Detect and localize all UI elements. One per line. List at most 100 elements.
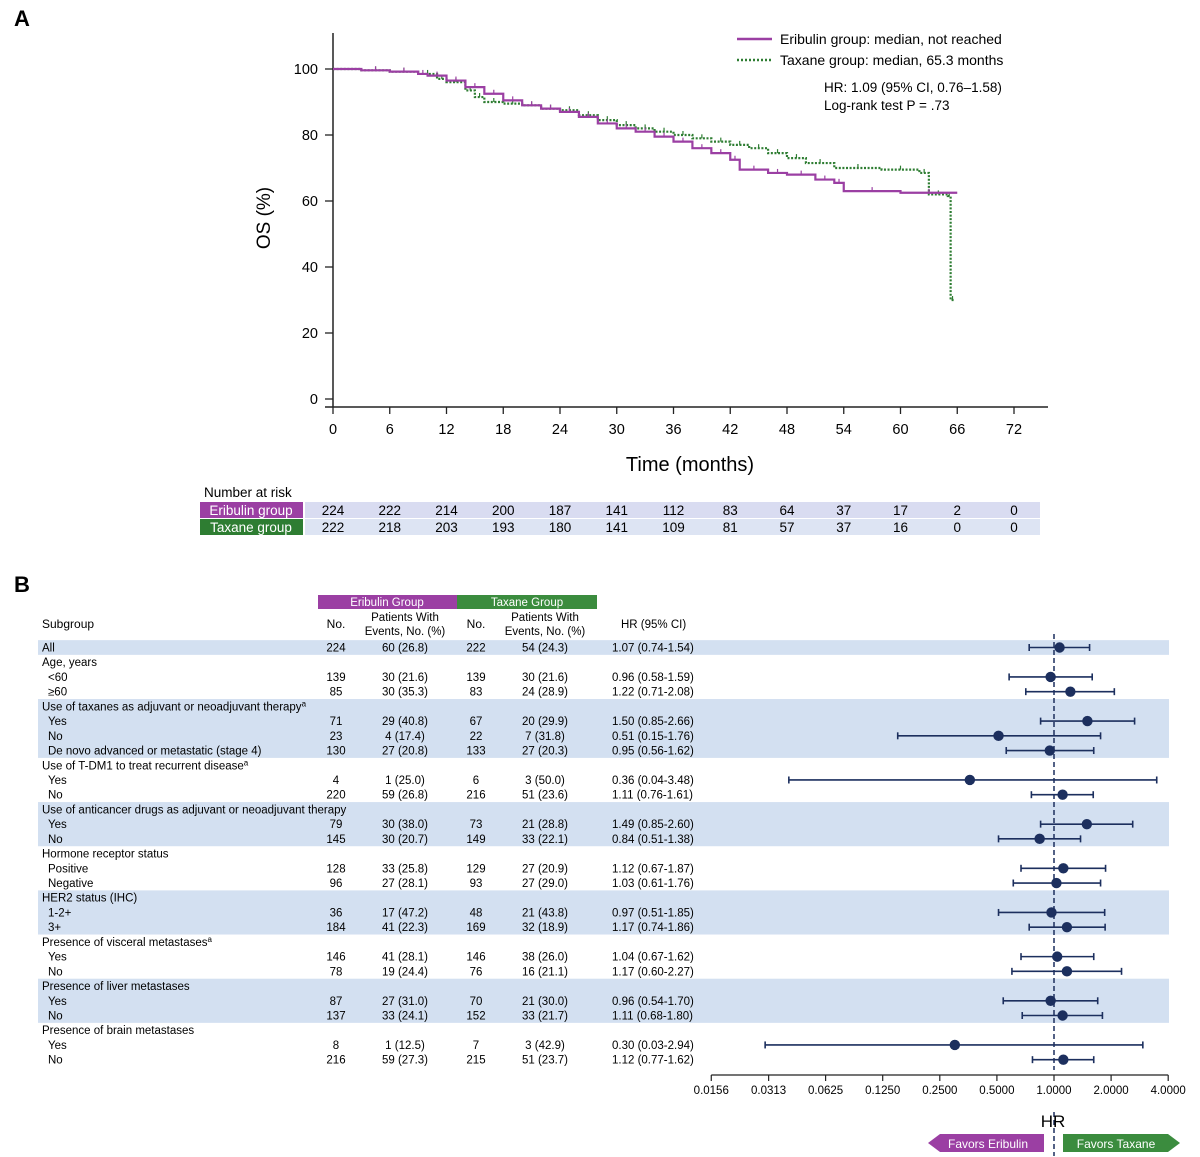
x-tick-label: 54 [836, 422, 852, 438]
hr-point [1045, 995, 1056, 1006]
subgroup-header: Use of anticancer drugs as adjuvant or n… [42, 804, 347, 816]
n-eribulin: 79 [330, 819, 343, 831]
events-taxane: 51 (23.7) [522, 1055, 568, 1067]
forest-tick-label: 1.0000 [1036, 1085, 1071, 1097]
row-shade-band [38, 978, 1169, 1023]
risk-value: 2 [953, 503, 961, 518]
forest-table-header: Eribulin Group Taxane Group Subgroup No.… [42, 595, 686, 638]
subgroup-label: <60 [48, 672, 68, 684]
x-tick-label: 60 [892, 422, 908, 438]
n-taxane: 149 [466, 834, 485, 846]
subgroup-label: No [48, 1055, 63, 1067]
footnote-marker: a [244, 758, 249, 767]
subgroup-label: No [48, 731, 63, 743]
risk-value: 222 [322, 520, 345, 535]
subgroup-label: Yes [48, 996, 67, 1008]
hr-point [1065, 686, 1076, 697]
subgroup-header: Presence of brain metastases [42, 1025, 194, 1037]
subgroup-label: De novo advanced or metastatic (stage 4) [48, 746, 262, 758]
hr-ci-text: 1.04 (0.67-1.62) [612, 952, 694, 964]
n-taxane: 129 [466, 863, 485, 875]
events-taxane: 27 (29.0) [522, 878, 568, 890]
events-taxane: 21 (30.0) [522, 996, 568, 1008]
n-eribulin: 216 [326, 1055, 345, 1067]
events-taxane: 33 (21.7) [522, 1011, 568, 1023]
hr-ci-text: 0.36 (0.04-3.48) [612, 775, 694, 787]
forest-axis: 0.0156 0.0313 0.0625 0.1250 0.2500 0.5000 1.00… [694, 1074, 1186, 1097]
y-axis-label: OS (%) [254, 187, 275, 249]
events-eribulin: 30 (21.6) [382, 672, 428, 684]
subgroup-label: Yes [48, 1040, 67, 1052]
x-tick-label: 6 [386, 422, 394, 438]
x-tick-label: 72 [1006, 422, 1022, 438]
annotation-hr: HR: 1.09 (95% CI, 0.76–1.58) [824, 80, 1002, 95]
n-eribulin: 139 [326, 672, 345, 684]
risk-row-band [305, 502, 1040, 518]
events-eribulin: 27 (20.8) [382, 746, 428, 758]
x-tick-label: 48 [779, 422, 795, 438]
col-subgroup: Subgroup [42, 617, 94, 631]
hr-ci-text: 0.84 (0.51-1.38) [612, 834, 694, 846]
footnote-marker: a [302, 699, 307, 708]
events-eribulin: 30 (20.7) [382, 834, 428, 846]
risk-value: 83 [723, 503, 738, 518]
n-eribulin: 224 [326, 643, 346, 655]
x-tick-label: 30 [609, 422, 625, 438]
events-eribulin: 1 (25.0) [385, 775, 425, 787]
hr-point [1044, 745, 1055, 756]
events-taxane: 32 (18.9) [522, 922, 568, 934]
risk-value: 141 [605, 520, 628, 535]
n-taxane: 6 [473, 775, 479, 787]
col-events-taxane-2: Events, No. (%) [505, 626, 586, 638]
hr-point [1082, 715, 1093, 727]
n-eribulin: 85 [330, 687, 343, 699]
forest-table-rows: All 224 60 (26.8) 222 54 (24.3) 1.07 (0.74-1.… [42, 643, 694, 1067]
hr-ci-text: 1.22 (0.71-2.08) [612, 687, 694, 699]
risk-value: 16 [893, 520, 908, 535]
n-taxane: 70 [470, 996, 483, 1008]
taxane-group-header: Taxane Group [491, 597, 563, 609]
events-eribulin: 41 (22.3) [382, 922, 428, 934]
risk-value: 187 [549, 503, 572, 518]
hr-ci-text: 1.17 (0.60-2.27) [612, 966, 694, 978]
y-tick-label: 20 [302, 326, 318, 342]
n-taxane: 48 [470, 907, 483, 919]
n-eribulin: 184 [326, 922, 346, 934]
hr-point [1058, 1054, 1069, 1065]
n-eribulin: 96 [330, 878, 343, 890]
n-taxane: 73 [470, 819, 483, 831]
hr-ci-text: 1.17 (0.74-1.86) [612, 922, 694, 934]
x-tick-label: 66 [949, 422, 965, 438]
subgroup-label: Negative [48, 878, 93, 890]
subgroup-label: No [48, 1011, 63, 1023]
eribulin-group-header-bar [318, 595, 457, 609]
y-tick-label: 100 [294, 62, 318, 78]
subgroup-label: Yes [48, 716, 67, 728]
risk-value: 214 [435, 503, 458, 518]
subgroup-header: HER2 status (IHC) [42, 893, 137, 905]
forest-tick-label: 4.0000 [1151, 1085, 1186, 1097]
n-taxane: 215 [466, 1055, 485, 1067]
subgroup-label: No [48, 966, 63, 978]
hr-point [1034, 833, 1045, 845]
risk-value: 81 [723, 520, 738, 535]
hr-ci-text: 1.50 (0.85-2.66) [612, 716, 694, 728]
subgroup-label: 1-2+ [48, 907, 72, 919]
y-tick-label: 60 [302, 194, 318, 210]
legend-taxane-label: Taxane group: median, 65.3 months [780, 52, 1003, 68]
events-taxane: 51 (23.6) [522, 790, 568, 802]
events-taxane: 24 (28.9) [522, 687, 568, 699]
risk-value: 218 [378, 520, 401, 535]
events-eribulin: 27 (28.1) [382, 878, 428, 890]
hr-point [1054, 642, 1065, 653]
subgroup-label: Positive [48, 863, 88, 875]
forest-tick-label: 2.0000 [1094, 1085, 1129, 1097]
risk-value: 0 [953, 520, 961, 535]
col-events-eribulin-2: Events, No. (%) [365, 626, 446, 638]
n-taxane: 67 [470, 716, 483, 728]
subgroup-header: Use of taxanes as adjuvant or neoadjuvan… [42, 699, 307, 713]
events-eribulin: 33 (24.1) [382, 1011, 428, 1023]
n-taxane: 83 [470, 687, 483, 699]
col-events-eribulin-1: Patients With [371, 612, 439, 624]
